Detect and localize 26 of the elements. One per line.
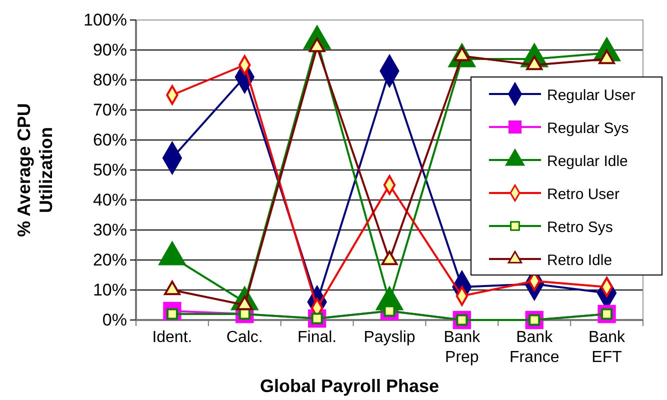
y-tick-label: 80% (92, 70, 127, 90)
y-tick-label: 30% (92, 220, 127, 240)
y-tick-label: 10% (92, 280, 127, 300)
y-tick-label: 20% (92, 250, 127, 270)
y-tick-label: 50% (92, 160, 127, 180)
y-tick-label: 0% (102, 310, 127, 330)
x-tick-label: Final. (298, 329, 337, 346)
legend-label: Retro Idle (547, 252, 612, 269)
y-tick-label: 40% (92, 190, 127, 210)
y-tick-label: 70% (92, 100, 127, 120)
x-tick-label: Bank Prep (444, 329, 482, 366)
x-tick-label: Payslip (364, 329, 416, 346)
x-tick-label: Bank France (509, 329, 560, 366)
legend-label: Regular Idle (547, 153, 628, 170)
legend-label: Retro Sys (547, 219, 613, 236)
legend-label: Retro User (547, 186, 620, 203)
x-tick-label: Bank EFT (588, 329, 626, 366)
y-tick-label: 90% (92, 40, 127, 60)
y-tick-label: 60% (92, 130, 127, 150)
x-tick-label: Calc. (226, 329, 263, 346)
x-tick-label: Ident. (152, 329, 192, 346)
legend-label: Regular User (547, 87, 636, 104)
y-axis-title: % Average CPU Utilization (14, 103, 56, 237)
legend-label: Regular Sys (547, 120, 629, 137)
x-axis-title: Global Payroll Phase (260, 376, 440, 396)
y-tick-label: 100% (84, 10, 127, 30)
